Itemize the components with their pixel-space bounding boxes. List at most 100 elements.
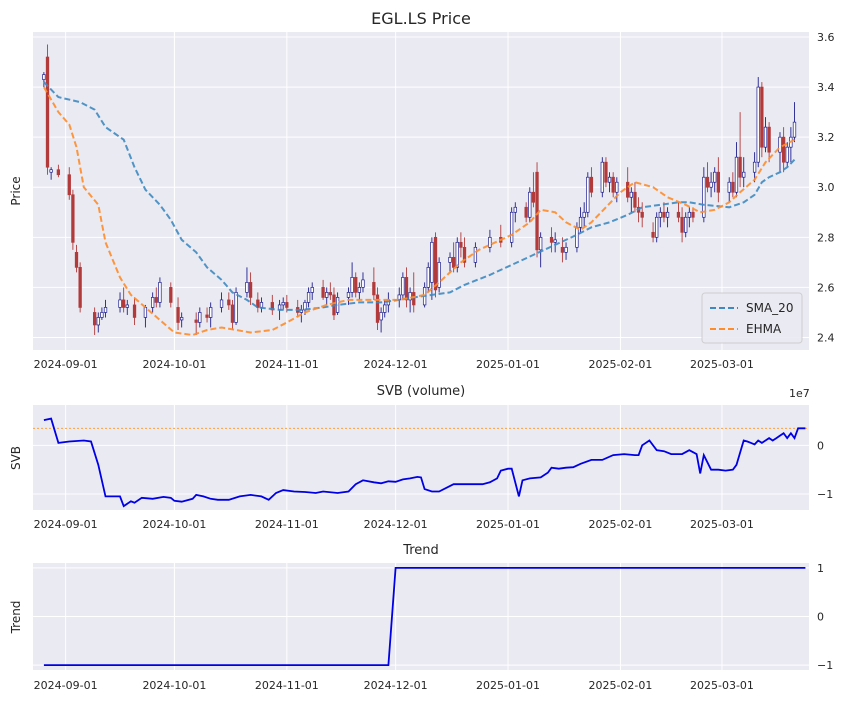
x-tick-label: 2024-10-01 — [142, 358, 206, 371]
candle-body — [154, 297, 158, 303]
candle-body — [437, 262, 441, 288]
candle-body — [383, 304, 387, 313]
candle-body — [738, 156, 742, 178]
x-tick-label: 2024-09-01 — [34, 679, 98, 692]
candle-body — [792, 121, 797, 138]
panel-3: 2024-09-01 2024-10-01 2024-11-01 2024-12-01… — [9, 543, 833, 692]
series-line — [43, 567, 806, 666]
candle-body — [626, 181, 630, 198]
candle-body — [426, 267, 430, 288]
candle-body — [451, 257, 456, 268]
y-tick-label: 0 — [817, 611, 824, 624]
y-tick-label: 2.8 — [817, 231, 835, 244]
candle-body — [742, 171, 746, 178]
chart-title: SVB (volume) — [377, 384, 466, 399]
candle-body — [658, 211, 662, 218]
candle-body — [78, 267, 82, 308]
candle-body — [564, 246, 568, 253]
candle-body — [219, 299, 224, 308]
x-tick-label: 2025-02-01 — [588, 679, 652, 692]
candle-body — [510, 211, 514, 243]
y-tick-label: 3.6 — [817, 31, 835, 44]
candle-body — [375, 294, 380, 323]
candle-body — [702, 176, 706, 218]
y-tick-label: 2.6 — [817, 281, 835, 294]
candle-body — [306, 292, 311, 303]
plot-area — [33, 405, 809, 510]
candle-body — [430, 241, 434, 283]
candle-body — [709, 181, 713, 188]
candle-body — [285, 302, 289, 308]
candle-body — [716, 171, 720, 193]
candle-body — [604, 161, 608, 183]
candle-body — [691, 211, 695, 218]
candle-body — [125, 304, 129, 308]
x-tick-label: 2024-10-01 — [142, 518, 206, 531]
candle-body — [651, 231, 655, 238]
candle-body — [169, 287, 173, 303]
candle-body — [531, 191, 536, 203]
candle-body — [600, 161, 604, 193]
legend-label: EHMA — [746, 322, 782, 336]
y-tick-label: −1 — [817, 488, 833, 501]
candle-body — [158, 282, 162, 303]
candle-body — [455, 241, 459, 268]
legend-label: SMA_20 — [746, 301, 793, 315]
candle-body — [198, 312, 202, 323]
candle-body — [760, 86, 764, 148]
candle-body — [96, 317, 100, 326]
candle-body — [462, 246, 467, 263]
candle-body — [92, 312, 97, 326]
candle-body — [321, 287, 325, 298]
candle-body — [361, 279, 365, 288]
legend-box — [701, 292, 803, 344]
x-tick-label: 2024-10-01 — [142, 679, 206, 692]
candle-body — [176, 307, 180, 323]
candle-body — [665, 211, 670, 218]
candle-body — [74, 251, 79, 268]
candle-body — [354, 277, 358, 293]
candle-body — [433, 236, 438, 291]
candle-body — [582, 211, 586, 218]
candle-body — [575, 226, 579, 248]
y-tick-label: 1 — [817, 562, 824, 575]
candle-body — [687, 211, 691, 218]
plot-area — [33, 32, 809, 350]
candle-body — [346, 292, 351, 298]
chart-title: EGL.LS Price — [371, 9, 471, 28]
candle-body — [357, 287, 362, 293]
candle-body — [209, 307, 213, 318]
panel-1: 2024-09-01 2024-10-01 2024-11-01 2024-12-01… — [9, 9, 835, 371]
candle-body — [227, 299, 231, 306]
y-tick-label: 3.4 — [817, 81, 835, 94]
candle-body — [633, 191, 637, 208]
x-tick-label: 2024-11-01 — [255, 358, 319, 371]
x-tick-label: 2024-12-01 — [364, 679, 428, 692]
candle-body — [586, 176, 590, 213]
candle-body — [180, 317, 184, 321]
x-tick-label: 2025-01-01 — [476, 358, 540, 371]
candle-body — [132, 304, 137, 318]
candle-body — [781, 136, 786, 163]
candle-body — [194, 319, 198, 323]
candle-body — [205, 314, 209, 318]
x-tick-label: 2025-01-01 — [476, 518, 540, 531]
candle-body — [100, 312, 104, 318]
x-tick-label: 2025-01-01 — [476, 679, 540, 692]
candle-body — [640, 211, 644, 218]
candle-body — [448, 257, 452, 263]
candle-body — [539, 236, 543, 251]
candle-body — [310, 287, 314, 293]
y-axis-label: Trend — [9, 601, 23, 635]
candle-body — [549, 236, 554, 243]
candle-body — [713, 171, 717, 183]
y-axis-label: SVB — [9, 446, 23, 470]
candle-body — [756, 86, 760, 163]
candle-body — [256, 299, 260, 308]
candle-body — [459, 241, 463, 248]
candle-body — [705, 176, 710, 188]
candle-body — [350, 277, 354, 293]
candle-body — [151, 297, 155, 308]
